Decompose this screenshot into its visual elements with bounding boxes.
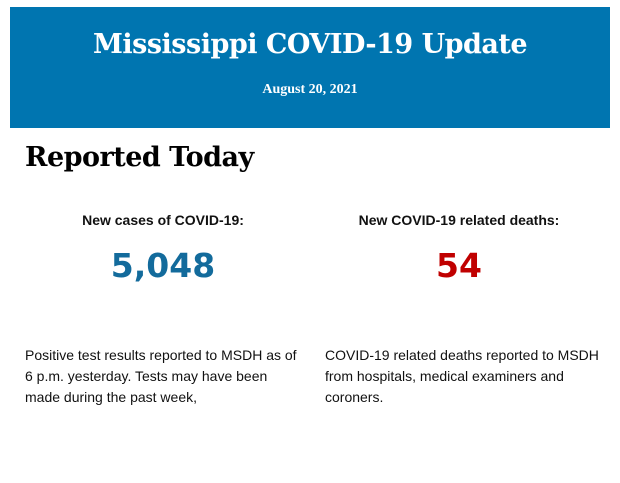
cases-stat: New cases of COVID-19: 5,048 — [18, 212, 308, 285]
cases-description: Positive test results reported to MSDH a… — [25, 347, 297, 405]
deaths-description: COVID-19 related deaths reported to MSDH… — [325, 347, 599, 405]
deaths-label: New COVID-19 related deaths: — [358, 212, 560, 228]
cases-label: New cases of COVID-19: — [82, 212, 244, 228]
deaths-value: 54 — [436, 246, 482, 285]
cases-value: 5,048 — [110, 246, 216, 285]
page-title: Mississippi COVID-19 Update — [92, 29, 528, 60]
section-heading: Reported Today — [25, 142, 254, 173]
deaths-stat: New COVID-19 related deaths: 54 — [314, 212, 604, 285]
update-date: August 20, 2021 — [262, 82, 358, 97]
header-banner: Mississippi COVID-19 Update August 20, 2… — [10, 7, 610, 128]
